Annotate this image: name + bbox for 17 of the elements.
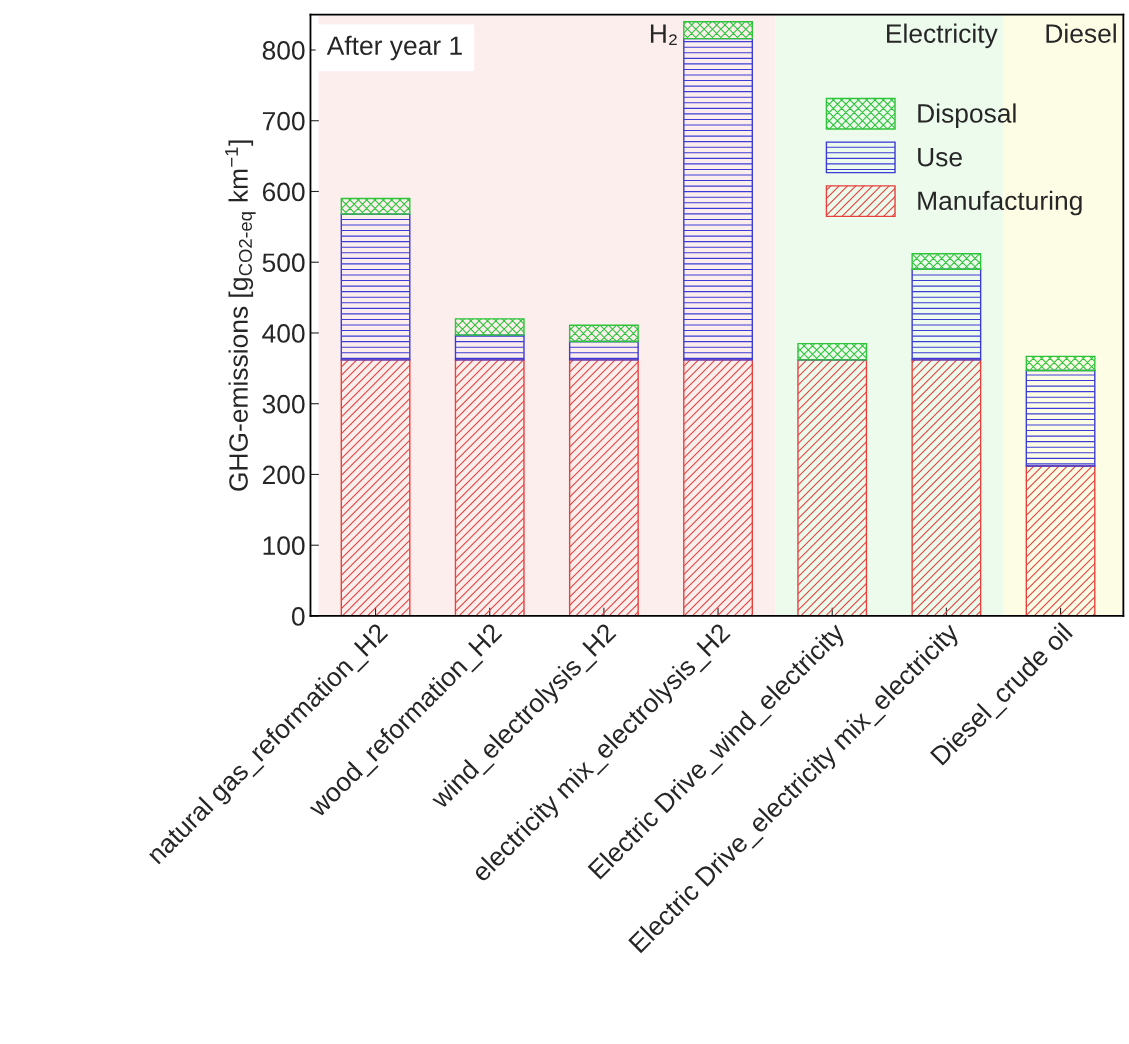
band-label: Diesel	[1046, 23, 1116, 43]
y-tick-label: 600	[262, 182, 305, 202]
y-tick-label: 500	[262, 253, 305, 273]
legend-label: Manufacturing	[918, 190, 1082, 216]
band-label: Electricity	[887, 23, 998, 49]
legend-label: Use	[918, 148, 962, 167]
y-tick-label: 0	[291, 607, 305, 626]
y-tick-label: 300	[262, 394, 305, 414]
y-tick-label: 700	[262, 111, 305, 131]
y-tick-label: 800	[262, 41, 305, 60]
annotation: After year 1	[326, 35, 462, 61]
legend-label: Disposal	[918, 103, 1016, 128]
y-tick-label: 200	[262, 465, 305, 485]
band-label: H₂	[650, 24, 677, 45]
y-axis-title: GHG-emissions [g$_{CO2-eq}$ km$^{−1}$]	[225, 140, 256, 491]
y-tick-label: 400	[262, 324, 305, 343]
y-tick-label: 100	[263, 536, 305, 556]
